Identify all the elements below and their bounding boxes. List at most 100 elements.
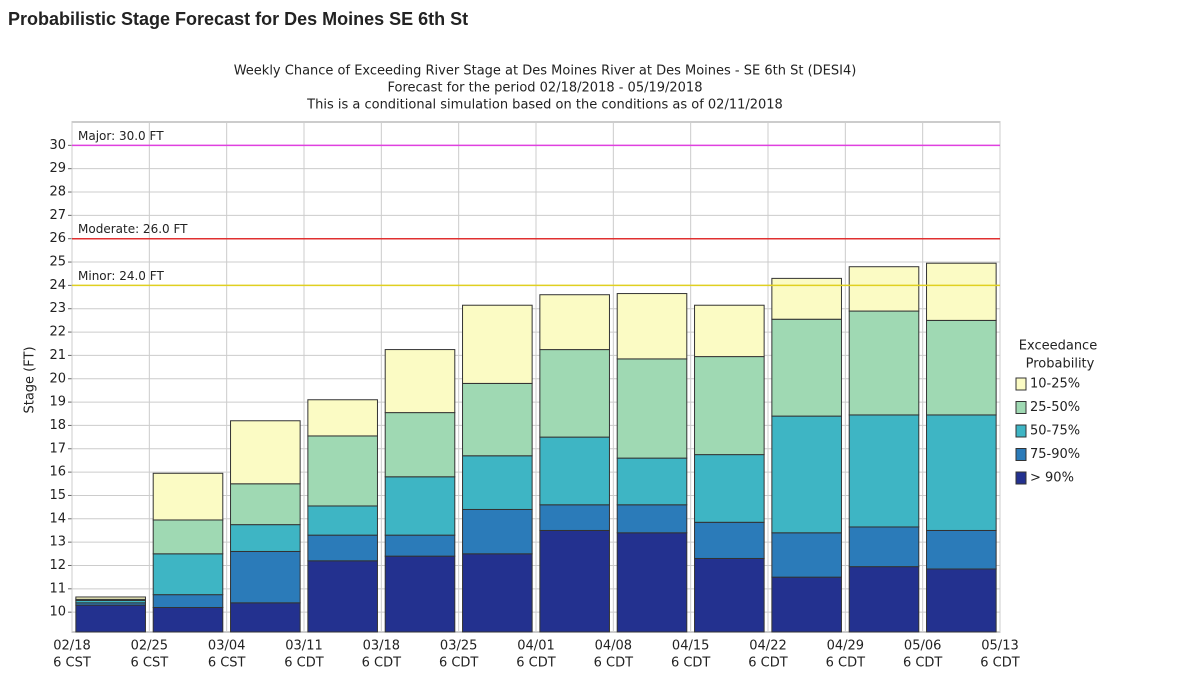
bar-segment xyxy=(230,524,301,552)
bar-segment xyxy=(384,534,456,557)
bar-segment xyxy=(694,356,765,456)
bar-segment xyxy=(771,318,842,417)
bar-segment xyxy=(152,472,224,521)
bar-segment xyxy=(771,576,842,633)
x-tick-label: 03/25 xyxy=(440,639,477,654)
x-tick-label: 04/01 xyxy=(517,639,554,654)
legend-label: 50-75% xyxy=(1030,424,1080,439)
legend-label: 25-50% xyxy=(1030,400,1080,415)
bar-segment xyxy=(307,560,378,633)
bar-segment xyxy=(384,555,456,633)
y-tick-label: 11 xyxy=(49,581,66,596)
bar-segment xyxy=(771,277,842,320)
bar-segment xyxy=(848,266,920,312)
y-tick-label: 12 xyxy=(49,558,66,573)
x-tick-label: 6 CDT xyxy=(439,656,478,671)
bar-segment xyxy=(926,414,997,531)
x-tick-label: 6 CDT xyxy=(284,656,323,671)
y-tick-label: 30 xyxy=(49,138,66,153)
bar-segment xyxy=(694,454,765,523)
x-tick-label: 6 CDT xyxy=(594,656,633,671)
bar-segment xyxy=(75,596,146,600)
bar-segment xyxy=(539,529,610,633)
x-tick-label: 03/11 xyxy=(285,639,322,654)
bar-segment xyxy=(462,508,533,555)
x-tick-label: 6 CDT xyxy=(748,656,787,671)
bar-segment xyxy=(616,358,688,459)
legend-label: > 90% xyxy=(1030,471,1074,486)
bar-segment xyxy=(75,604,146,633)
x-tick-label: 04/29 xyxy=(827,639,864,654)
x-tick-label: 6 CDT xyxy=(516,656,555,671)
x-tick-label: 02/18 xyxy=(53,639,90,654)
bar-segment xyxy=(694,304,765,358)
bar-segment xyxy=(307,435,378,507)
y-tick-label: 21 xyxy=(49,348,66,363)
y-tick-label: 10 xyxy=(49,605,66,620)
legend-label: 75-90% xyxy=(1030,447,1080,462)
bar-segment xyxy=(307,534,378,562)
threshold-label: Moderate: 26.0 FT xyxy=(78,222,188,236)
bar-segment xyxy=(539,349,610,438)
y-tick-label: 19 xyxy=(49,395,66,410)
legend-swatch xyxy=(1015,401,1027,414)
x-tick-label: 03/18 xyxy=(363,639,400,654)
legend-swatch xyxy=(1015,448,1027,461)
y-tick-label: 14 xyxy=(49,511,66,526)
x-tick-label: 6 CDT xyxy=(980,656,1019,671)
legend-label: 10-25% xyxy=(1030,377,1080,392)
bar-segment xyxy=(848,566,920,633)
bar-segment xyxy=(384,476,456,536)
x-tick-label: 6 CST xyxy=(53,656,91,671)
y-tick-label: 24 xyxy=(49,278,66,293)
threshold-label: Major: 30.0 FT xyxy=(78,129,164,143)
bar-segment xyxy=(462,553,533,633)
bar-segment xyxy=(462,304,533,384)
y-tick-label: 25 xyxy=(49,255,66,270)
bar-segment xyxy=(848,526,920,568)
bar-segment xyxy=(926,262,997,321)
bar-segment xyxy=(848,414,920,528)
x-tick-label: 04/15 xyxy=(672,639,709,654)
chart-subtitle: This is a conditional simulation based o… xyxy=(306,98,783,113)
x-tick-label: 05/06 xyxy=(904,639,941,654)
bar-segment xyxy=(771,415,842,534)
y-tick-label: 22 xyxy=(49,325,66,340)
bar-segment xyxy=(307,505,378,536)
x-tick-label: 6 CDT xyxy=(826,656,865,671)
y-axis-title: Stage (FT) xyxy=(23,346,38,413)
x-tick-label: 6 CST xyxy=(208,656,246,671)
legend-swatch xyxy=(1015,424,1027,438)
bar-segment xyxy=(771,532,842,578)
y-tick-label: 18 xyxy=(49,418,66,433)
y-tick-label: 20 xyxy=(49,371,66,386)
y-tick-label: 29 xyxy=(49,161,66,176)
legend-title: Probability xyxy=(1026,357,1095,372)
x-tick-label: 02/25 xyxy=(131,639,168,654)
x-tick-label: 04/22 xyxy=(749,639,786,654)
threshold-label: Minor: 24.0 FT xyxy=(78,269,164,283)
x-tick-label: 6 CST xyxy=(130,656,168,671)
y-tick-label: 23 xyxy=(49,301,66,316)
bar-segment xyxy=(926,568,997,633)
bar-segment xyxy=(539,504,610,531)
x-tick-label: 6 CDT xyxy=(671,656,710,671)
x-tick-label: 04/08 xyxy=(595,639,632,654)
bar-segment xyxy=(230,483,301,526)
bar-segment xyxy=(539,294,610,351)
bar-segment xyxy=(616,532,688,633)
legend-swatch xyxy=(1015,471,1027,485)
bar-segment xyxy=(230,420,301,485)
bar-segment xyxy=(230,550,301,604)
bar-segment xyxy=(694,557,765,633)
legend-swatch xyxy=(1015,377,1027,391)
page-title: Probabilistic Stage Forecast for Des Moi… xyxy=(8,9,468,29)
bar-segment xyxy=(694,521,765,559)
bar-segment xyxy=(926,319,997,416)
x-tick-label: 6 CDT xyxy=(903,656,942,671)
x-tick-label: 03/04 xyxy=(208,639,245,654)
bar-segment xyxy=(152,553,224,596)
y-tick-label: 16 xyxy=(49,465,66,480)
bar-segment xyxy=(230,602,301,633)
